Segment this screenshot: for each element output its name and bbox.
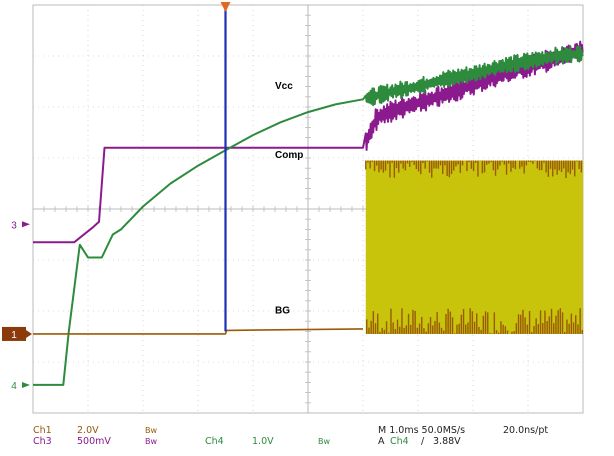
- ch3-name: Ch3: [33, 436, 52, 447]
- ch3-scale: 500mV: [77, 436, 111, 447]
- timebase-readout: M 1.0ms 50.0MS/s: [378, 425, 465, 436]
- trigger-mode: A: [378, 436, 385, 447]
- channel-ground-markers[interactable]: 3 4 1: [2, 220, 32, 392]
- ch3-bandwidth-icon: Bw: [145, 437, 157, 446]
- vcc-trace: [33, 45, 584, 386]
- ch4-marker-label: 4: [11, 381, 17, 392]
- ch1-bandwidth-icon: Bw: [145, 426, 157, 435]
- waveform-traces: [33, 40, 584, 386]
- trigger-source: Ch4: [390, 436, 409, 447]
- annotation-vcc: Vcc: [275, 81, 293, 92]
- ch4-name: Ch4: [205, 436, 224, 447]
- ch3-marker-label: 3: [11, 220, 17, 231]
- readout-bar: Ch1 2.0V Bw Ch3 500mV Bw Ch4 1.0V Bw M 1…: [33, 425, 548, 447]
- ch1-name: Ch1: [33, 425, 52, 436]
- trigger-position-marker[interactable]: [220, 2, 231, 12]
- ch1-ground-marker: [2, 326, 26, 341]
- marker-arrow-icon: [22, 381, 30, 388]
- ch4-scale: 1.0V: [252, 436, 274, 447]
- ch1-scale: 2.0V: [77, 425, 99, 436]
- ch4-bandwidth-icon: Bw: [318, 437, 330, 446]
- trigger-level-readout: 3.88V: [433, 436, 461, 447]
- marker-arrow-icon: [26, 329, 32, 338]
- bg-trace: [33, 328, 364, 335]
- switching-envelope: [365, 160, 583, 334]
- marker-arrow-icon: [22, 221, 30, 228]
- ch1-marker-label: 1: [11, 330, 17, 341]
- trace-annotations: Vcc Comp BG: [275, 81, 303, 316]
- sample-interval-readout: 20.0ns/pt: [503, 425, 548, 436]
- trigger-slope-icon: /: [421, 436, 425, 447]
- bg-switching-burst: [365, 160, 584, 334]
- annotation-comp: Comp: [275, 150, 303, 161]
- annotation-bg: BG: [275, 306, 290, 317]
